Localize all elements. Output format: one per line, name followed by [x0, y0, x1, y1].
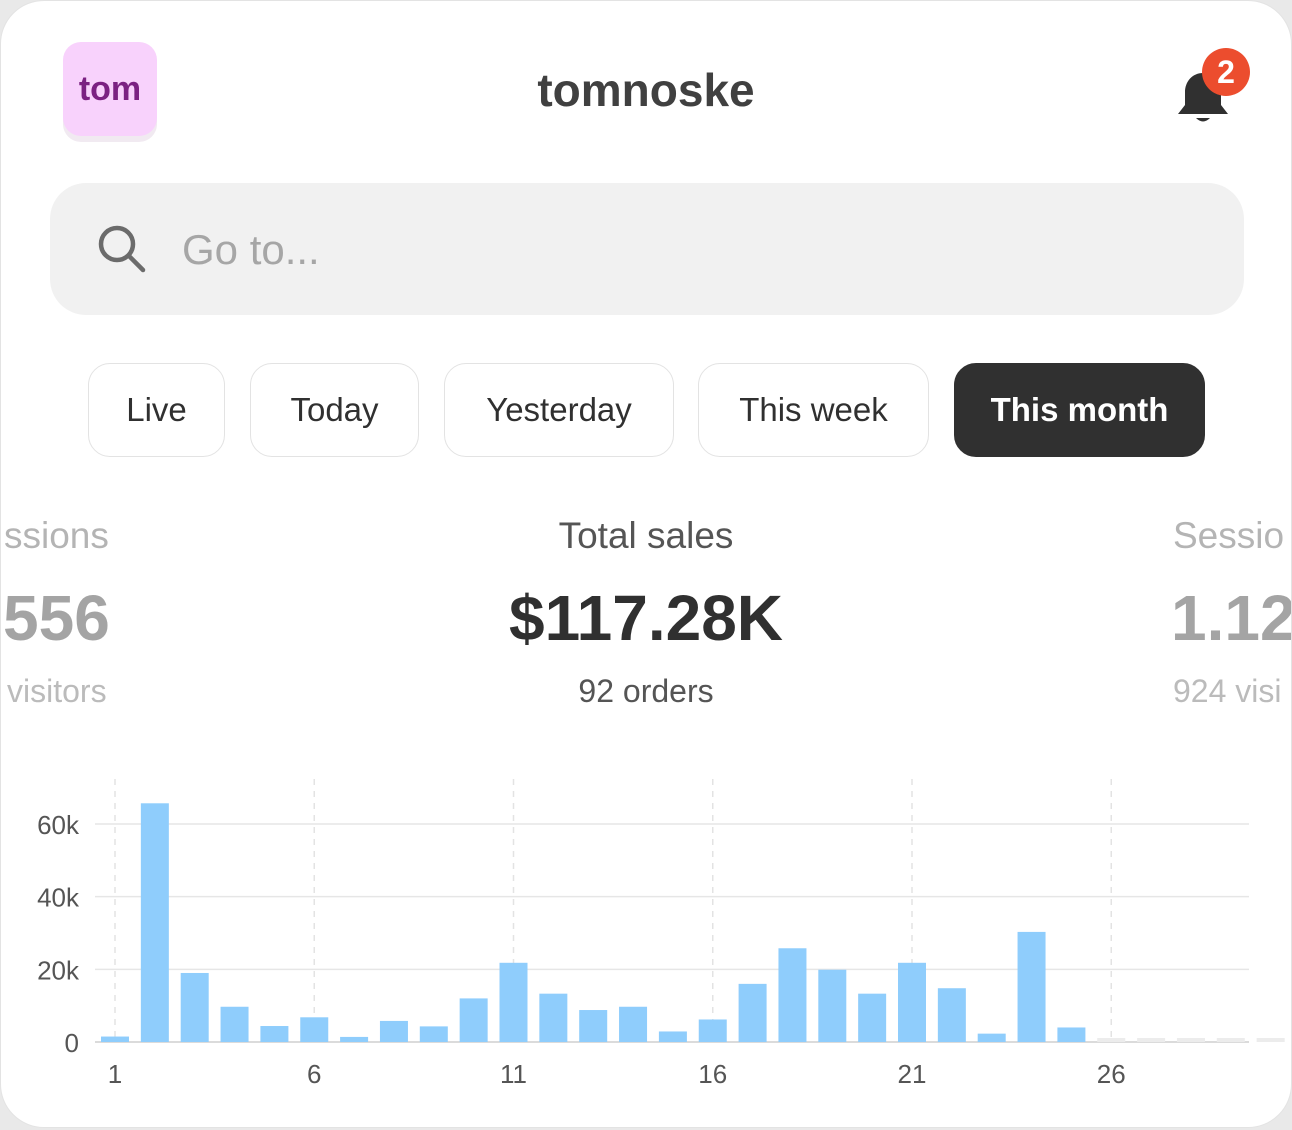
chart-bar — [220, 1006, 249, 1042]
chart-bar — [977, 1033, 1006, 1042]
range-this-week-button[interactable]: This week — [698, 363, 929, 457]
x-tick-label: 16 — [698, 1059, 727, 1089]
chart-bar-future — [1256, 1038, 1285, 1042]
chart-bar — [858, 993, 887, 1042]
store-avatar[interactable]: tom — [63, 42, 157, 136]
search-icon — [98, 225, 146, 273]
chart-bar — [937, 988, 966, 1042]
chart-bar — [101, 1036, 129, 1042]
range-today-button[interactable]: Today — [250, 363, 419, 457]
range-this-week-label: This week — [739, 391, 888, 428]
notification-badge: 2 — [1202, 48, 1250, 96]
range-yesterday-label: Yesterday — [486, 391, 632, 428]
chart-bar-future — [1176, 1038, 1205, 1042]
y-tick-label: 20k — [37, 955, 80, 985]
x-tick-label: 26 — [1097, 1059, 1126, 1089]
y-tick-label: 40k — [37, 883, 80, 913]
x-tick-label: 21 — [898, 1059, 927, 1089]
search-input[interactable] — [180, 221, 1084, 279]
range-live-button[interactable]: Live — [88, 363, 225, 457]
y-tick-label: 60k — [37, 810, 80, 840]
metric-right-label: Sessio — [1173, 515, 1285, 556]
notification-count: 2 — [1217, 53, 1235, 90]
metric-center-label: Total sales — [558, 515, 734, 556]
chart-bar — [778, 948, 807, 1042]
metric-right-value: 1.12 — [1171, 582, 1292, 654]
chart-bar — [1017, 931, 1046, 1042]
chart-bar — [738, 983, 767, 1042]
chart-bar-future — [1137, 1038, 1166, 1042]
chart-bar — [1057, 1027, 1086, 1042]
chart-bar — [340, 1036, 369, 1042]
range-yesterday-button[interactable]: Yesterday — [444, 363, 674, 457]
range-this-month-button[interactable]: This month — [954, 363, 1205, 457]
chart-bar — [539, 993, 568, 1042]
chart-bar — [180, 972, 209, 1042]
chart-bar — [419, 1026, 448, 1042]
avatar-initials: tom — [78, 69, 142, 108]
range-today-label: Today — [290, 391, 379, 428]
metric-left-label: ssions — [4, 515, 109, 556]
x-tick-label: 1 — [108, 1059, 122, 1089]
chart-bar — [579, 1010, 608, 1042]
range-live-label: Live — [126, 391, 187, 428]
chart-bar — [698, 1019, 727, 1042]
chart-bar — [379, 1020, 408, 1042]
chart-bar — [260, 1026, 289, 1042]
x-tick-label: 11 — [500, 1059, 527, 1089]
metric-right-sub: 924 visi — [1173, 673, 1282, 709]
chart-bar — [499, 962, 528, 1042]
chart-bar — [619, 1006, 648, 1042]
x-tick-label: 6 — [307, 1059, 321, 1089]
chart-bar — [140, 803, 169, 1042]
metric-left-value: 556 — [3, 582, 110, 654]
chart-bar — [300, 1017, 329, 1042]
chart-bar — [658, 1031, 687, 1042]
chart-bar — [898, 962, 926, 1042]
chart-bar — [818, 969, 847, 1042]
range-this-month-label: This month — [990, 391, 1169, 428]
y-tick-label: 0 — [65, 1028, 79, 1058]
chart-bar-future — [1216, 1038, 1245, 1042]
chart-bar — [459, 998, 488, 1042]
store-name[interactable]: tomnoske — [537, 64, 755, 116]
metric-center-value: $117.28K — [508, 582, 784, 654]
search-bar[interactable] — [50, 183, 1244, 315]
metric-center-sub: 92 orders — [578, 673, 714, 709]
chart-bar-future — [1097, 1038, 1126, 1042]
metric-left-sub: visitors — [7, 673, 107, 709]
